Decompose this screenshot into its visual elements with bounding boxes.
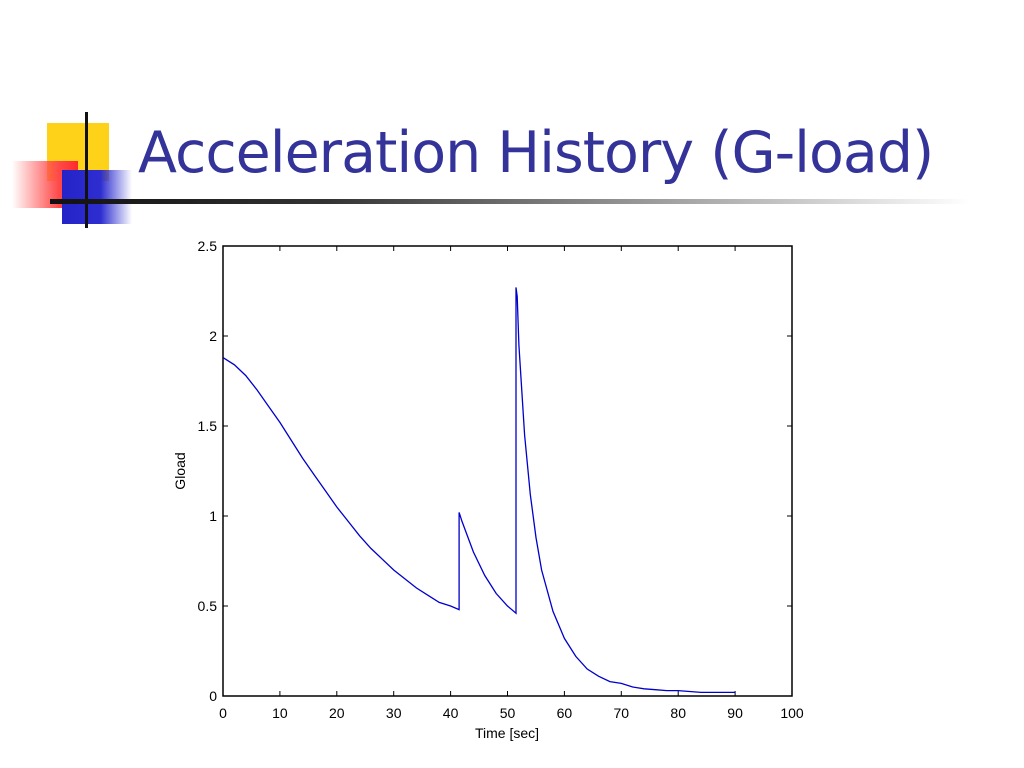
gload-series-line xyxy=(222,287,736,694)
x-axis-label: Time [sec] xyxy=(475,725,539,741)
y-axis-label: Gload xyxy=(172,452,188,489)
x-tick-label: 30 xyxy=(386,705,402,721)
x-tick-label: 40 xyxy=(443,705,459,721)
y-tick-label: 0.5 xyxy=(198,598,218,614)
axis-ticks xyxy=(222,245,793,697)
blue-square xyxy=(62,170,132,224)
x-tick-label: 50 xyxy=(500,705,516,721)
slide-title: Acceleration History (G-load) xyxy=(138,120,934,186)
x-tick-label: 0 xyxy=(219,705,227,721)
y-tick-label: 0 xyxy=(209,688,217,704)
x-tick-label: 100 xyxy=(780,705,804,721)
title-rule xyxy=(50,199,970,204)
y-tick-label: 2.5 xyxy=(198,238,218,254)
x-tick-label: 10 xyxy=(272,705,288,721)
y-tick-label: 2 xyxy=(209,328,217,344)
vertical-line xyxy=(85,112,88,228)
x-tick-label: 60 xyxy=(557,705,573,721)
tick-labels: 0 10 20 30 40 50 60 70 80 90 100 0 0.5 1 1.5 2 2.5 xyxy=(198,238,804,721)
x-tick-label: 90 xyxy=(727,705,743,721)
x-tick-label: 70 xyxy=(614,705,630,721)
y-tick-label: 1.5 xyxy=(198,418,218,434)
slide-logo xyxy=(0,0,140,240)
x-tick-label: 80 xyxy=(670,705,686,721)
plot-frame xyxy=(222,245,793,697)
x-tick-label: 20 xyxy=(329,705,345,721)
y-tick-label: 1 xyxy=(209,508,217,524)
